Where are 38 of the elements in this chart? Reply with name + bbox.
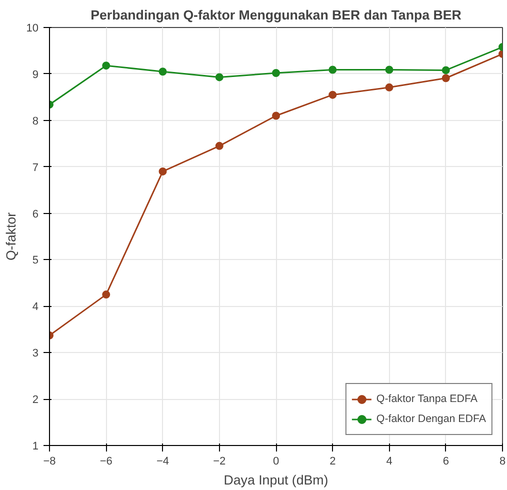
x-tick-label: −8 [43, 456, 56, 468]
x-tick-label: −4 [156, 456, 170, 468]
y-tick-label: 2 [32, 394, 39, 406]
point [328, 90, 337, 99]
point [158, 167, 167, 176]
point [102, 290, 110, 299]
point [272, 112, 280, 120]
point [158, 68, 167, 76]
legend-label: Q-faktor Dengan EDFA [376, 413, 486, 425]
point [215, 142, 224, 150]
point [215, 73, 224, 82]
y-tick-label: 4 [32, 301, 39, 314]
y-tick-label: 10 [26, 22, 39, 34]
y-tick-label: 1 [32, 440, 39, 452]
x-axis-title: Daya Input (dBm) [224, 472, 328, 488]
y-tick-label: 8 [32, 115, 39, 128]
point [272, 69, 280, 78]
x-tick-label: 2 [330, 456, 336, 468]
point [385, 66, 394, 74]
point [385, 83, 394, 92]
x-tick-label: −2 [213, 456, 226, 468]
y-axis-title: Q-faktor [3, 212, 18, 261]
x-tick-label: 4 [386, 456, 392, 468]
point [442, 66, 450, 74]
point [102, 62, 110, 70]
y-tick-label: 6 [32, 208, 39, 220]
x-tick-label: 8 [499, 456, 506, 468]
legend-label: Q-faktor Tanpa EDFA [376, 393, 478, 405]
point [442, 74, 450, 82]
y-tick-label: 7 [32, 162, 39, 174]
y-tick-label: 9 [32, 68, 39, 81]
x-tick-label: 0 [272, 456, 280, 468]
chart-title: Perbandingan Q-faktor Menggunakan BER dan Tanpa BER [90, 8, 462, 22]
x-tick-label: 6 [442, 456, 449, 468]
y-tick-label: 5 [32, 254, 39, 267]
x-tick-label: −6 [100, 456, 112, 468]
y-tick-label: 3 [32, 348, 39, 360]
point [328, 66, 337, 74]
